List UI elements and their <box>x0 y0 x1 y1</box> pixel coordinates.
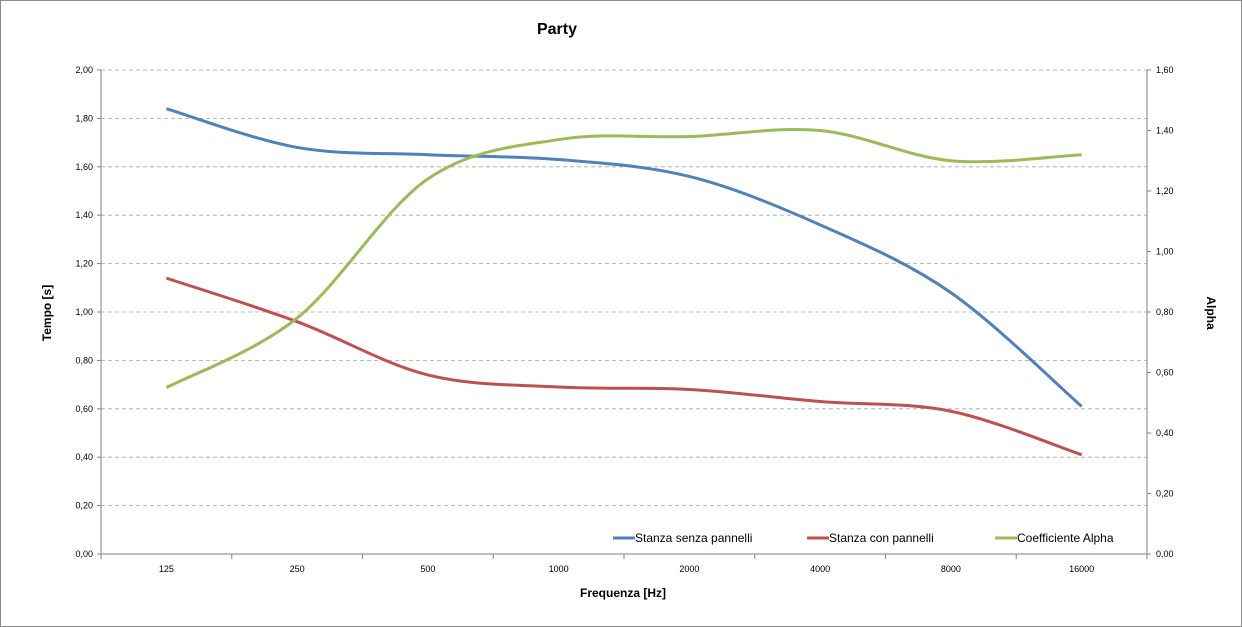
x-tick-label: 16000 <box>1069 564 1094 574</box>
x-axis-ticks: 125 250 500 1000 2000 4000 8000 16000 <box>159 564 1094 574</box>
y-tick-label: 2,00 <box>75 65 93 75</box>
y2-tick-label: 0,80 <box>1156 307 1174 317</box>
series-line-stanza-con-pannelli <box>165 276 1083 457</box>
axes <box>97 69 1151 559</box>
series-line-coefficiente-alpha <box>165 127 1082 389</box>
y2-tick-label: 1,20 <box>1156 186 1174 196</box>
y2-tick-label: 0,20 <box>1156 489 1174 499</box>
y2-tick-label: 0,40 <box>1156 428 1174 438</box>
gridlines <box>101 69 1147 507</box>
x-tick-label: 2000 <box>679 564 699 574</box>
y-tick-label: 0,60 <box>75 404 93 414</box>
y-tick-label: 0,20 <box>75 501 93 511</box>
y2-tick-label: 1,60 <box>1156 65 1174 75</box>
series-line-stanza-senza-pannelli <box>165 107 1083 408</box>
y-tick-label: 1,20 <box>75 259 93 269</box>
x-tick-label: 4000 <box>810 564 830 574</box>
legend-label-coefficiente-alpha: Coefficiente Alpha <box>1017 531 1114 545</box>
x-tick-label: 8000 <box>941 564 961 574</box>
y2-tick-label: 1,40 <box>1156 126 1174 136</box>
y-tick-label: 1,00 <box>75 307 93 317</box>
x-axis-title: Frequenza [Hz] <box>580 586 666 600</box>
y-tick-label: 0,00 <box>75 549 93 559</box>
y-axis-title: Tempo [s] <box>40 285 54 341</box>
y2-tick-label: 1,00 <box>1156 247 1174 257</box>
y2-tick-label: 0,00 <box>1156 549 1174 559</box>
x-tick-label: 250 <box>290 564 305 574</box>
chart-title: Party <box>537 21 577 38</box>
y-tick-label: 1,40 <box>75 210 93 220</box>
x-tick-label: 500 <box>420 564 435 574</box>
series-lines <box>165 107 1083 457</box>
y-tick-label: 0,80 <box>75 355 93 365</box>
y-axis-ticks: 0,00 0,20 0,40 0,60 0,80 1,00 1,20 1,40 1,60 1,80… <box>75 65 93 559</box>
y2-axis-ticks: 0,00 0,20 0,40 0,60 0,80 1,00 1,20 1,40 1,60 <box>1156 65 1174 559</box>
y-tick-label: 1,80 <box>75 113 93 123</box>
y2-tick-label: 0,60 <box>1156 368 1174 378</box>
y-tick-label: 1,60 <box>75 162 93 172</box>
x-tick-label: 1000 <box>549 564 569 574</box>
y2-axis-title: Alpha <box>1204 296 1218 330</box>
x-tick-label: 125 <box>159 564 174 574</box>
legend-label-stanza-con-pannelli: Stanza con pannelli <box>829 531 934 545</box>
y-tick-label: 0,40 <box>75 452 93 462</box>
legend: Stanza senza pannelli Stanza con pannelli… <box>613 531 1114 545</box>
legend-label-stanza-senza-pannelli: Stanza senza pannelli <box>635 531 752 545</box>
